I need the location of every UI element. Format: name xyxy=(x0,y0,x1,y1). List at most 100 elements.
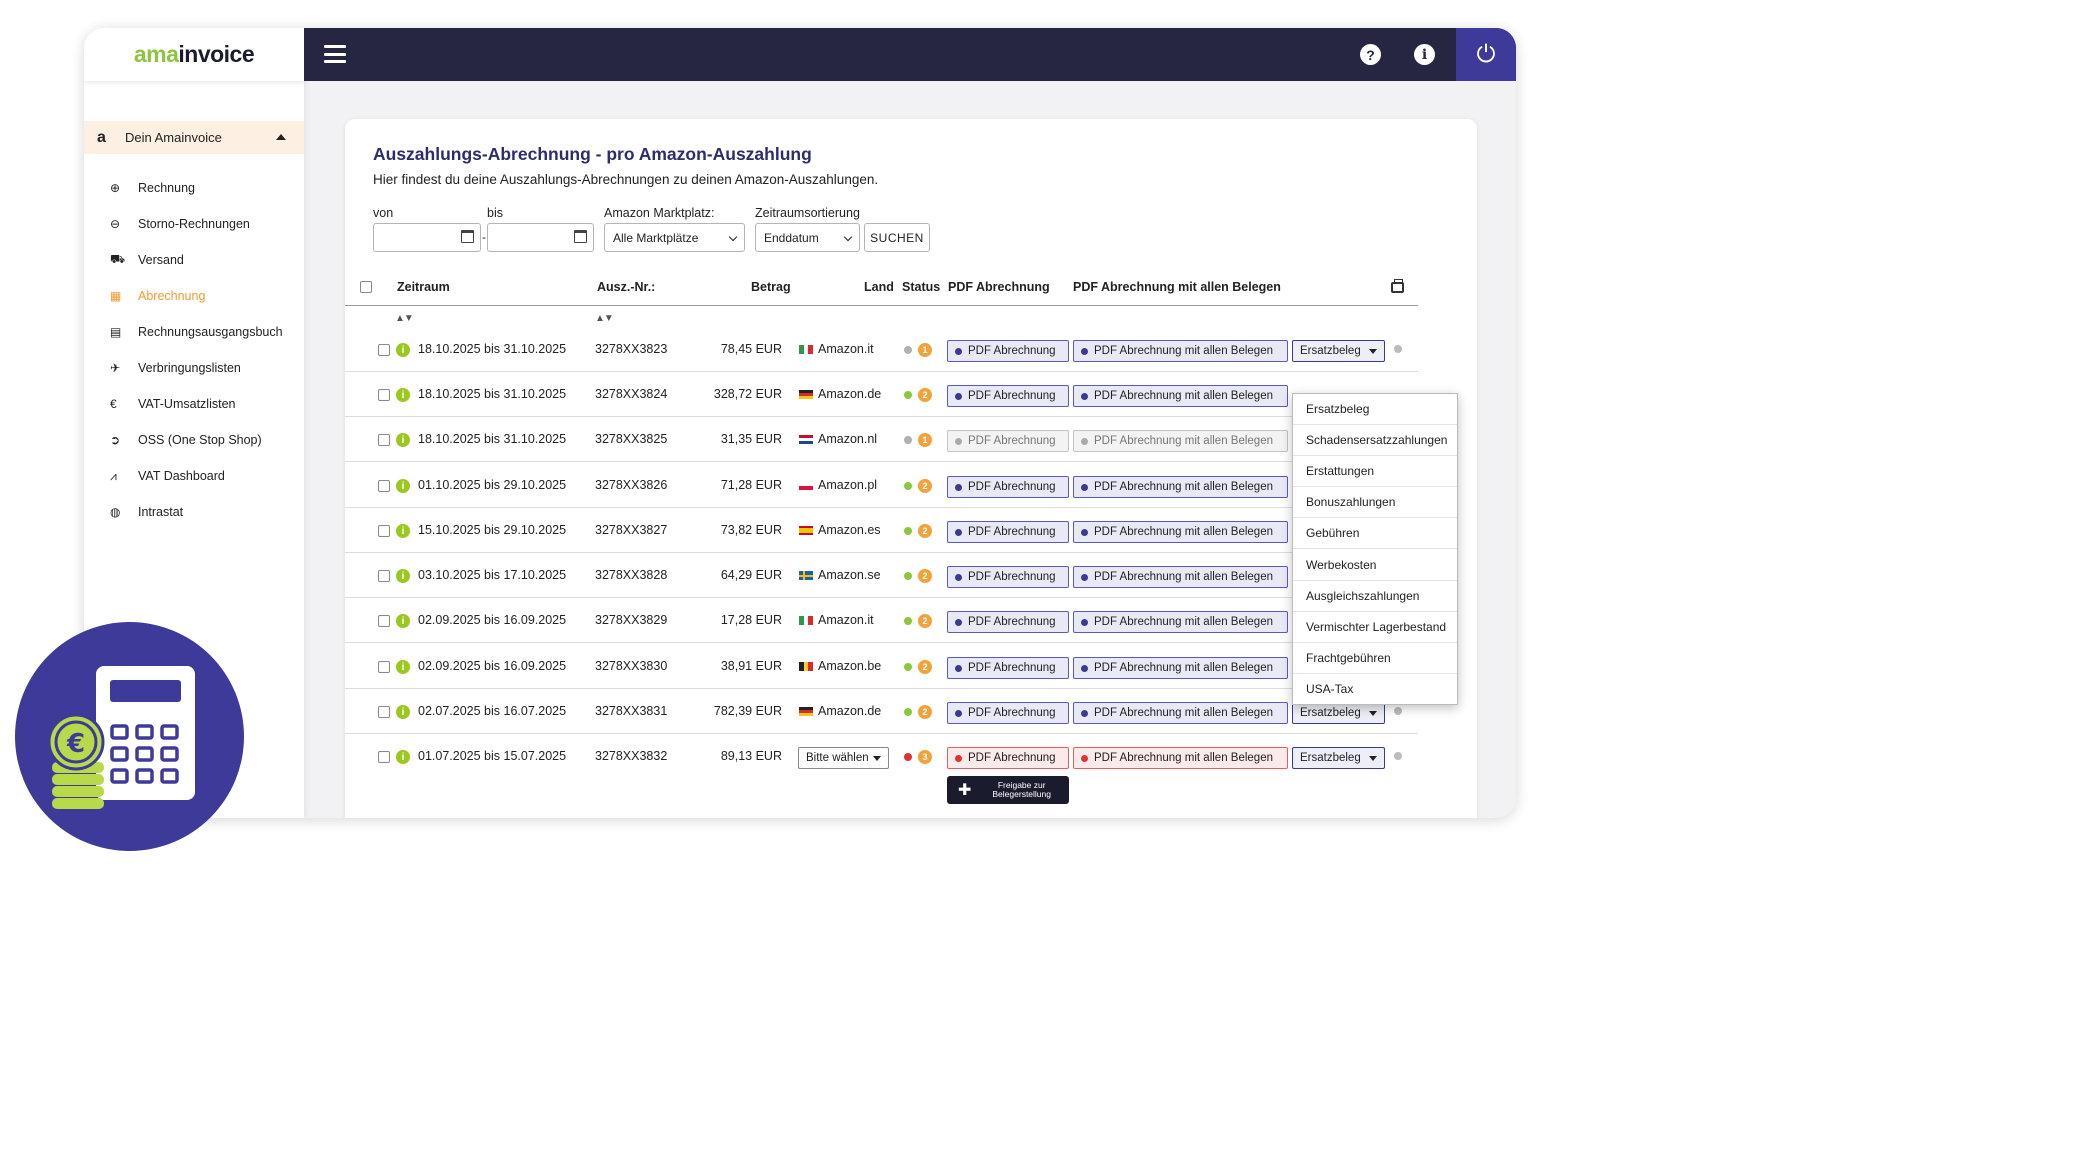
row-checkbox[interactable] xyxy=(378,480,390,492)
pdf-abrechnung-all-button[interactable]: PDF Abrechnung mit allen Belegen xyxy=(1073,340,1288,362)
help-icon[interactable]: ? xyxy=(1360,44,1381,65)
sidebar-item-rechnung[interactable]: ⊕ Rechnung xyxy=(84,170,304,206)
pdf-abrechnung-button[interactable]: PDF Abrechnung xyxy=(947,476,1069,498)
column-header-status[interactable]: Status xyxy=(902,280,941,294)
power-icon[interactable]: ⏻ xyxy=(1456,28,1516,81)
menu-item[interactable]: Gebühren xyxy=(1293,518,1457,550)
column-header-ausz-nr[interactable]: Ausz.-Nr.: xyxy=(597,280,656,294)
sidebar-item-oss-one-stop-shop[interactable]: ➲ OSS (One Stop Shop) xyxy=(84,422,304,458)
info-icon[interactable]: i xyxy=(396,660,410,674)
info-icon[interactable]: i xyxy=(396,343,410,357)
pdf-abrechnung-button[interactable]: PDF Abrechnung xyxy=(947,611,1069,633)
pdf-abrechnung-button[interactable]: PDF Abrechnung xyxy=(947,747,1069,769)
column-header-betrag[interactable]: Betrag xyxy=(751,280,791,294)
pdf-abrechnung-all-button[interactable]: PDF Abrechnung mit allen Belegen xyxy=(1073,476,1288,498)
row-checkbox[interactable] xyxy=(378,434,390,446)
menu-item[interactable]: Vermischter Lagerbestand xyxy=(1293,612,1457,643)
sidebar-item-vat-dashboard[interactable]: ⩘ VAT Dashboard xyxy=(84,458,304,494)
pdf-abrechnung-all-button[interactable]: PDF Abrechnung mit allen Belegen xyxy=(1073,747,1288,769)
info-icon[interactable]: i xyxy=(396,569,410,583)
menu-item[interactable]: Schadensersatzzahlungen xyxy=(1293,425,1457,457)
search-button[interactable]: SUCHEN xyxy=(864,223,930,252)
sidebar-section-header[interactable]: a Dein Amainvoice xyxy=(84,121,304,154)
column-header-pdf[interactable]: PDF Abrechnung xyxy=(948,280,1050,294)
release-button[interactable]: ✚ Freigabe zur Belegerstellung xyxy=(947,776,1069,804)
caret-down-icon xyxy=(873,756,881,761)
app-logo[interactable]: ama invoice xyxy=(84,28,304,81)
row-checkbox[interactable] xyxy=(378,706,390,718)
sidebar-item-intrastat[interactable]: ◍ Intrastat xyxy=(84,494,304,530)
document-type-select[interactable]: Ersatzbeleg xyxy=(1292,340,1385,362)
menu-item[interactable]: Erstattungen xyxy=(1293,456,1457,488)
sort-arrows-icon[interactable]: ▲▼ xyxy=(395,313,414,324)
bullet-icon xyxy=(1081,709,1088,717)
column-header-zeitraum[interactable]: Zeitraum xyxy=(397,280,450,294)
pdf-abrechnung-button[interactable]: PDF Abrechnung xyxy=(947,340,1069,362)
menu-item[interactable]: Werbekosten xyxy=(1293,549,1457,581)
pdf-abrechnung-all-button[interactable]: PDF Abrechnung mit allen Belegen xyxy=(1073,430,1288,452)
info-icon[interactable]: i xyxy=(396,479,410,493)
row-checkbox[interactable] xyxy=(378,570,390,582)
pdf-abrechnung-button[interactable]: PDF Abrechnung xyxy=(947,385,1069,407)
pdf-abrechnung-button[interactable]: PDF Abrechnung xyxy=(947,521,1069,543)
pdf-abrechnung-button[interactable]: PDF Abrechnung xyxy=(947,430,1069,452)
document-type-select[interactable]: Ersatzbeleg xyxy=(1292,702,1385,724)
info-icon[interactable]: i xyxy=(396,524,410,538)
pdf-abrechnung-all-button[interactable]: PDF Abrechnung mit allen Belegen xyxy=(1073,385,1288,407)
marketplace-select[interactable]: Alle Marktplätze xyxy=(604,223,745,252)
row-amount: 71,28 EUR xyxy=(720,478,782,492)
to-date-input[interactable] xyxy=(487,223,594,252)
menu-item[interactable]: Ausgleichszahlungen xyxy=(1293,581,1457,612)
caret-down-icon xyxy=(1369,349,1377,354)
pdf-abrechnung-all-button[interactable]: PDF Abrechnung mit allen Belegen xyxy=(1073,657,1288,679)
menu-item[interactable]: Bonuszahlungen xyxy=(1293,487,1457,519)
info-icon[interactable]: i xyxy=(396,705,410,719)
status-badge: 2 xyxy=(918,388,932,402)
menu-item[interactable]: Frachtgebühren xyxy=(1293,643,1457,674)
document-type-select[interactable]: Ersatzbeleg xyxy=(1292,747,1385,769)
row-checkbox[interactable] xyxy=(378,751,390,763)
from-date-input[interactable] xyxy=(373,223,481,252)
pdf-abrechnung-all-button[interactable]: PDF Abrechnung mit allen Belegen xyxy=(1073,566,1288,588)
column-header-land[interactable]: Land xyxy=(864,280,894,294)
sidebar-item-storno-rechnungen[interactable]: ⊖ Storno-Rechnungen xyxy=(84,206,304,242)
menu-item[interactable]: USA-Tax xyxy=(1306,682,1354,697)
info-icon[interactable]: i xyxy=(396,433,410,447)
row-checkbox[interactable] xyxy=(378,525,390,537)
row-marketplace: Amazon.be xyxy=(818,659,882,673)
pdf-abrechnung-all-button[interactable]: PDF Abrechnung mit allen Belegen xyxy=(1073,611,1288,633)
info-icon[interactable]: i xyxy=(1414,44,1435,65)
row-checkbox[interactable] xyxy=(378,344,390,356)
sort-arrows-icon[interactable]: ▲▼ xyxy=(595,313,614,324)
row-divider xyxy=(345,642,1418,643)
sidebar-item-abrechnung[interactable]: ▦ Abrechnung xyxy=(84,278,304,314)
sort-select[interactable]: Enddatum xyxy=(755,223,860,252)
pdf-abrechnung-all-button[interactable]: PDF Abrechnung mit allen Belegen xyxy=(1073,521,1288,543)
bullet-icon xyxy=(955,437,962,445)
sidebar-item-versand[interactable]: ⛟ Versand xyxy=(84,242,304,278)
select-all-checkbox[interactable] xyxy=(360,281,372,293)
info-icon[interactable]: i xyxy=(396,750,410,764)
table-row: i 02.07.2025 bis 16.07.2025 3278XX3831 782,… xyxy=(345,689,1418,734)
hamburger-menu-icon[interactable] xyxy=(324,45,346,63)
status-dot xyxy=(904,617,912,625)
pdf-abrechnung-all-button[interactable]: PDF Abrechnung mit allen Belegen xyxy=(1073,702,1288,724)
pdf-abrechnung-button[interactable]: PDF Abrechnung xyxy=(947,657,1069,679)
row-checkbox[interactable] xyxy=(378,661,390,673)
column-header-pdf-all[interactable]: PDF Abrechnung mit allen Belegen xyxy=(1073,280,1281,294)
sidebar-item-verbringungslisten[interactable]: ✈ Verbringungslisten xyxy=(84,350,304,386)
row-checkbox[interactable] xyxy=(378,389,390,401)
info-icon[interactable]: i xyxy=(396,614,410,628)
sidebar-item-vat-umsatzlisten[interactable]: € VAT-Umsatzlisten xyxy=(84,386,304,422)
marketplace-row-select[interactable]: Bitte wählen xyxy=(798,747,889,769)
calendar-icon[interactable] xyxy=(574,230,587,243)
printer-icon[interactable] xyxy=(1391,279,1404,293)
pdf-abrechnung-button[interactable]: PDF Abrechnung xyxy=(947,702,1069,724)
pdf-abrechnung-button[interactable]: PDF Abrechnung xyxy=(947,566,1069,588)
row-checkbox[interactable] xyxy=(378,615,390,627)
info-icon[interactable]: i xyxy=(396,388,410,402)
sidebar-item-rechnungsausgangsbuch[interactable]: ▤ Rechnungsausgangsbuch xyxy=(84,314,304,350)
menu-item[interactable]: Ersatzbeleg xyxy=(1293,394,1457,426)
calendar-icon[interactable] xyxy=(461,230,474,243)
page-subtitle: Hier findest du deine Auszahlungs-Abrech… xyxy=(373,172,879,187)
